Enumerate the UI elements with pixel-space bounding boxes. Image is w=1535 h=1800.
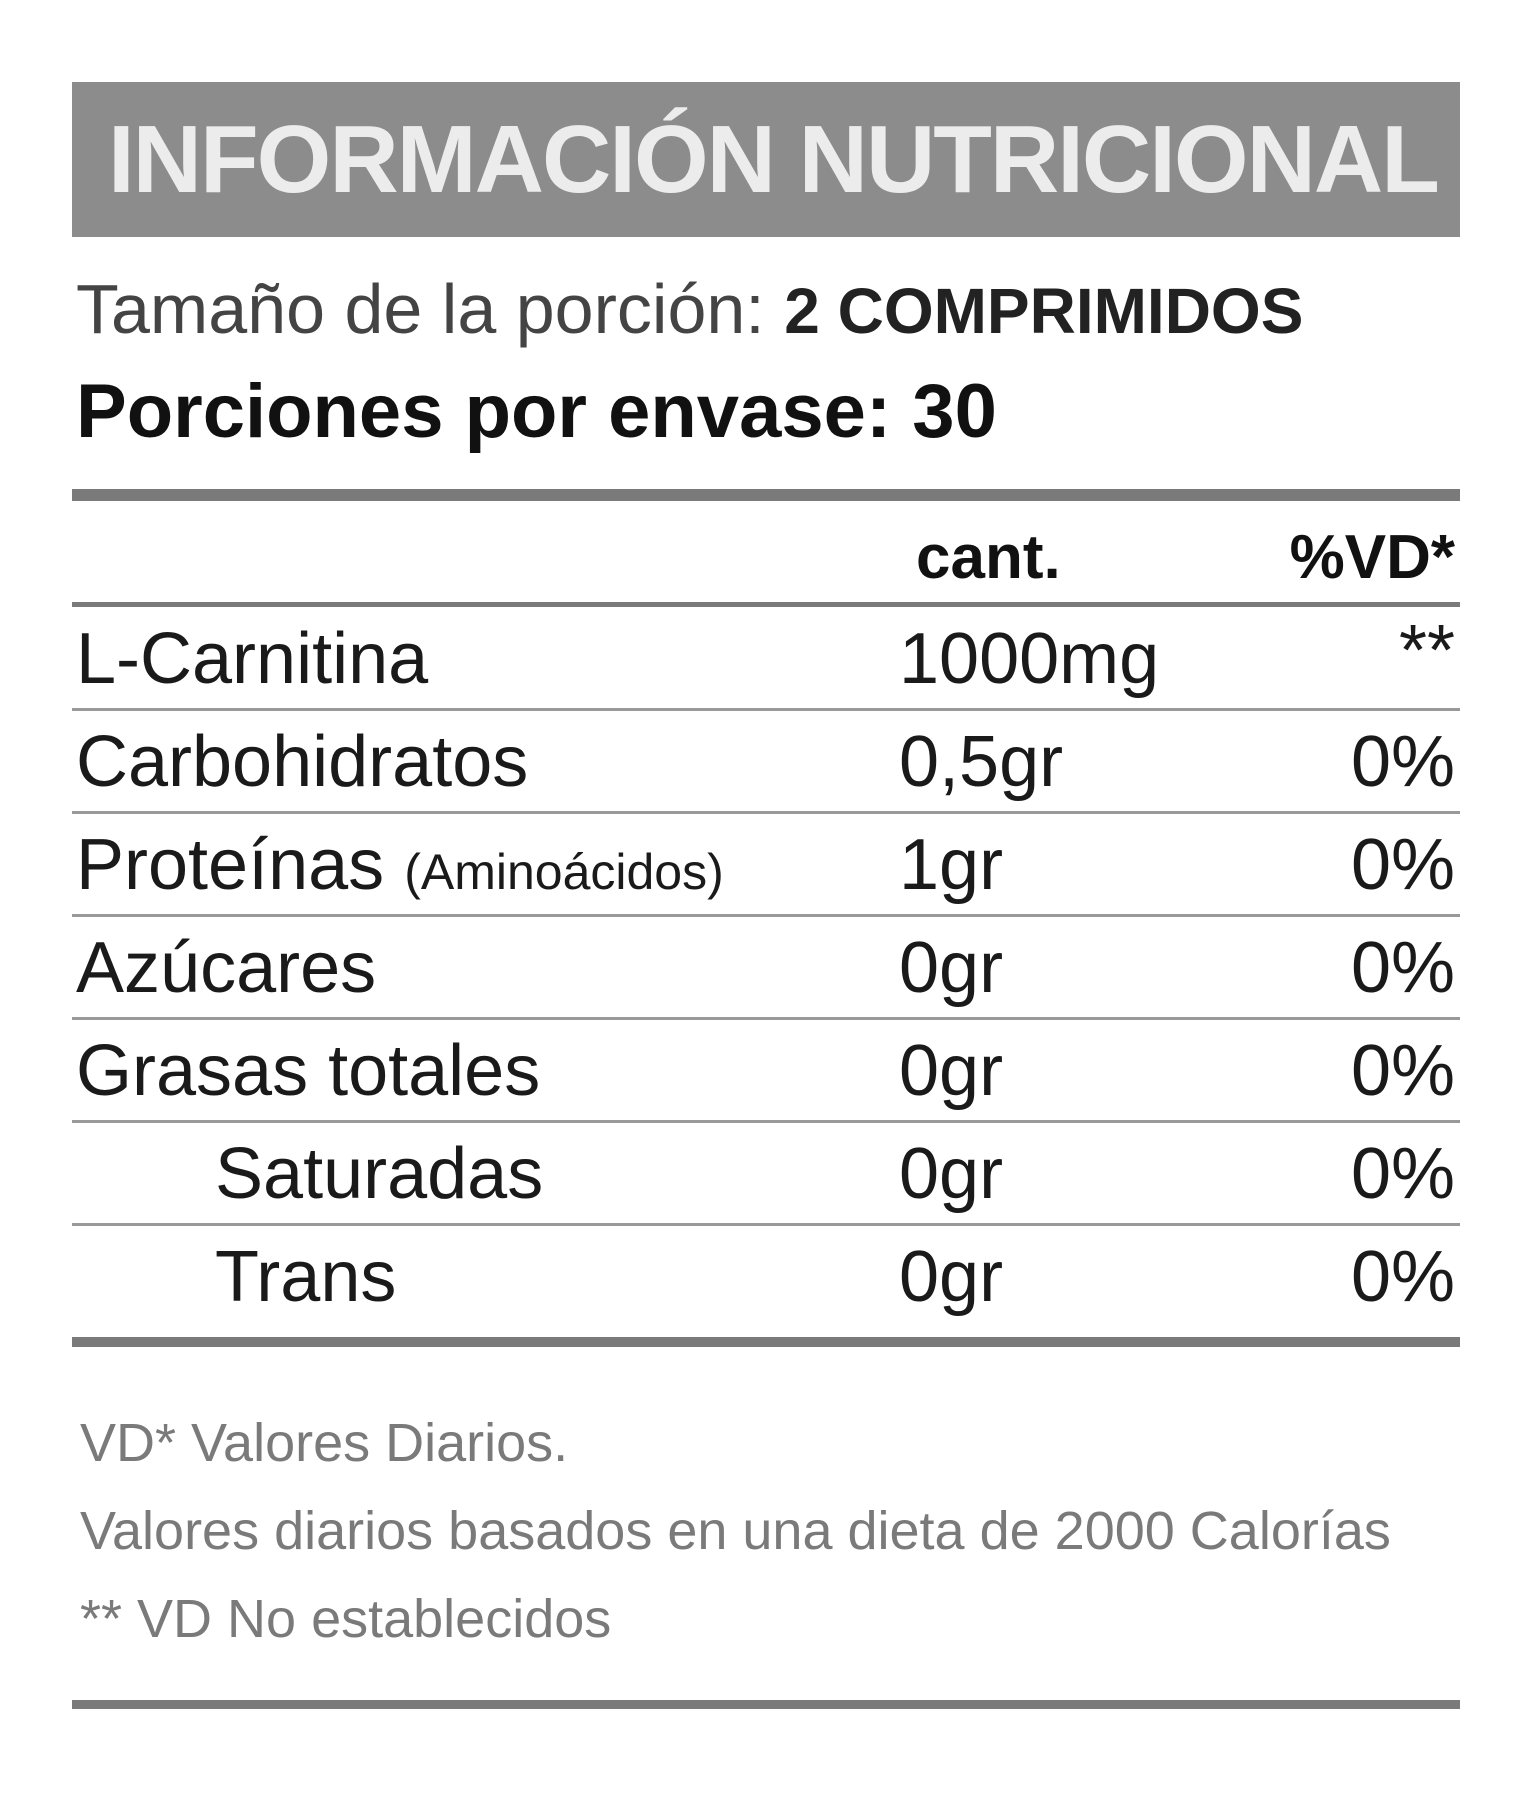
header-bar: INFORMACIÓN NUTRICIONAL <box>72 82 1460 237</box>
daily-value: 0% <box>1350 1134 1455 1214</box>
nutrient-label: Proteínas <box>76 825 385 905</box>
amount: 0gr <box>899 1134 1004 1214</box>
nutrient-name: Saturadas <box>215 1134 543 1214</box>
nutrient-label: Azúcares <box>76 928 377 1008</box>
amount: 0,5gr <box>899 722 1064 802</box>
serving-size: Tamaño de la porción: 2 COMPRIMIDOS <box>76 272 1303 348</box>
footnote: ** VD No establecidos <box>80 1589 612 1649</box>
nutrient-label: L-Carnitina <box>76 619 429 699</box>
nutrient-note: (Aminoácidos) <box>404 844 724 900</box>
nutrient-name: Proteínas (Aminoácidos) <box>76 825 724 912</box>
nutrient-name: Carbohidratos <box>76 722 528 802</box>
row-rule <box>72 1223 1460 1226</box>
amount: 0gr <box>899 928 1004 1008</box>
row-rule <box>72 914 1460 917</box>
row-rule <box>72 1120 1460 1123</box>
thick-rule <box>72 489 1460 501</box>
servings-per-container: Porciones por envase: 30 <box>76 369 997 454</box>
daily-value: 0% <box>1350 1031 1455 1111</box>
daily-value: 0% <box>1350 825 1455 905</box>
thick-rule <box>72 1337 1460 1347</box>
nutrient-label: Grasas totales <box>76 1031 541 1111</box>
serving-value: 2 COMPRIMIDOS <box>784 275 1304 347</box>
daily-value: 0% <box>1350 928 1455 1008</box>
nutrient-label: Trans <box>215 1237 397 1317</box>
nutrient-name: L-Carnitina <box>76 619 428 699</box>
daily-value: 0% <box>1350 722 1455 802</box>
row-rule <box>72 811 1460 814</box>
footnote: Valores diarios basados en una dieta de … <box>80 1501 1391 1561</box>
serving-label: Tamaño de la porción: <box>76 270 765 348</box>
row-rule <box>72 1017 1460 1020</box>
bottom-rule <box>72 1700 1460 1709</box>
amount: 1000mg <box>899 619 1160 699</box>
column-header: cant. <box>916 523 1061 592</box>
row-rule <box>72 708 1460 711</box>
column-header: %VD* <box>1289 523 1455 592</box>
rule <box>72 602 1460 607</box>
daily-value: 0% <box>1350 1237 1455 1317</box>
amount: 1gr <box>899 825 1004 905</box>
daily-value: ** <box>1398 611 1455 691</box>
nutrient-name: Grasas totales <box>76 1031 540 1111</box>
title: INFORMACIÓN NUTRICIONAL <box>108 106 1440 213</box>
nutrient-label: Carbohidratos <box>76 722 529 802</box>
nutrient-label: Saturadas <box>215 1134 544 1214</box>
footnote: VD* Valores Diarios. <box>80 1413 569 1473</box>
nutrient-name: Trans <box>215 1237 396 1317</box>
nutrient-name: Azúcares <box>76 928 376 1008</box>
amount: 0gr <box>899 1031 1004 1111</box>
amount: 0gr <box>899 1237 1004 1317</box>
